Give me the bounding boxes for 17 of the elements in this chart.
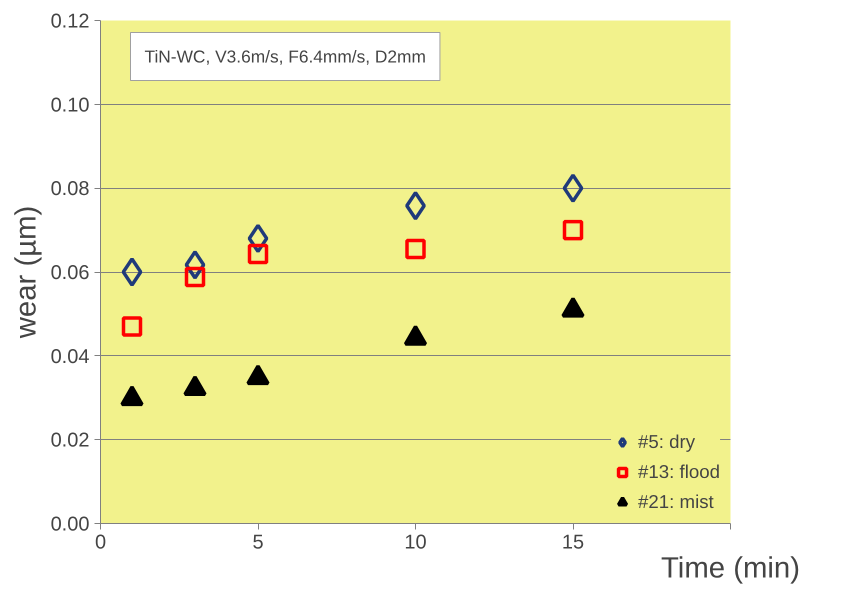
legend-label: #5: dry bbox=[638, 431, 696, 453]
y-tick-label: 0.04 bbox=[50, 346, 90, 368]
x-tick-label: 5 bbox=[252, 532, 264, 554]
x-tick-label: 15 bbox=[562, 532, 584, 554]
y-tick-label: 0.02 bbox=[50, 430, 90, 452]
y-tick-label: 0.06 bbox=[50, 262, 90, 284]
y-tick-label: 0.00 bbox=[50, 514, 90, 536]
y-tick-label: 0.10 bbox=[50, 94, 90, 116]
x-tick-label: 0 bbox=[94, 532, 106, 554]
y-tick-label: 0.12 bbox=[50, 10, 90, 32]
x-axis-title: Time (min) bbox=[660, 552, 800, 584]
annotation: TiN-WC, V3.6m/s, F6.4mm/s, D2mm bbox=[144, 46, 426, 66]
y-axis-title: wear (µm) bbox=[10, 206, 43, 340]
x-tick-label: 10 bbox=[404, 532, 427, 554]
y-tick-label: 0.08 bbox=[50, 178, 90, 200]
legend-label: #21: mist bbox=[638, 491, 714, 513]
legend-label: #13: flood bbox=[638, 461, 720, 483]
